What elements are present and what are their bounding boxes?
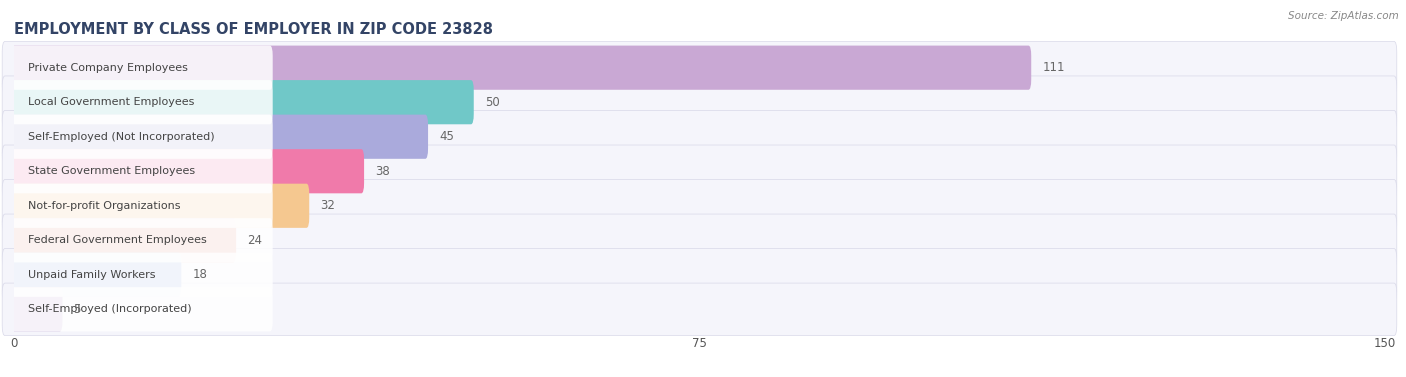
- Text: Local Government Employees: Local Government Employees: [28, 97, 194, 107]
- FancyBboxPatch shape: [3, 41, 1396, 94]
- FancyBboxPatch shape: [11, 115, 427, 159]
- FancyBboxPatch shape: [11, 149, 364, 193]
- Text: 38: 38: [375, 165, 389, 178]
- FancyBboxPatch shape: [3, 110, 1396, 163]
- Text: 24: 24: [247, 234, 262, 247]
- Text: 32: 32: [321, 199, 335, 212]
- Text: 18: 18: [193, 268, 207, 281]
- Text: EMPLOYMENT BY CLASS OF EMPLOYER IN ZIP CODE 23828: EMPLOYMENT BY CLASS OF EMPLOYER IN ZIP C…: [14, 22, 494, 37]
- FancyBboxPatch shape: [11, 253, 273, 297]
- Text: 5: 5: [73, 303, 80, 316]
- FancyBboxPatch shape: [11, 80, 474, 124]
- Text: 111: 111: [1042, 61, 1064, 74]
- FancyBboxPatch shape: [3, 76, 1396, 129]
- Text: Federal Government Employees: Federal Government Employees: [28, 235, 207, 245]
- FancyBboxPatch shape: [11, 80, 273, 124]
- Text: State Government Employees: State Government Employees: [28, 166, 195, 176]
- Text: Source: ZipAtlas.com: Source: ZipAtlas.com: [1288, 11, 1399, 21]
- FancyBboxPatch shape: [11, 287, 62, 331]
- Text: Not-for-profit Organizations: Not-for-profit Organizations: [28, 201, 180, 211]
- Text: Self-Employed (Incorporated): Self-Employed (Incorporated): [28, 304, 191, 314]
- FancyBboxPatch shape: [11, 218, 273, 262]
- Text: 50: 50: [485, 96, 499, 109]
- FancyBboxPatch shape: [11, 46, 273, 90]
- FancyBboxPatch shape: [11, 184, 273, 228]
- FancyBboxPatch shape: [11, 149, 273, 193]
- FancyBboxPatch shape: [3, 145, 1396, 198]
- FancyBboxPatch shape: [3, 179, 1396, 232]
- FancyBboxPatch shape: [11, 287, 273, 331]
- FancyBboxPatch shape: [3, 248, 1396, 301]
- FancyBboxPatch shape: [11, 46, 1031, 90]
- FancyBboxPatch shape: [3, 283, 1396, 336]
- FancyBboxPatch shape: [11, 218, 236, 262]
- Text: Unpaid Family Workers: Unpaid Family Workers: [28, 270, 155, 280]
- FancyBboxPatch shape: [11, 253, 181, 297]
- FancyBboxPatch shape: [3, 214, 1396, 267]
- Text: Private Company Employees: Private Company Employees: [28, 63, 187, 73]
- FancyBboxPatch shape: [11, 184, 309, 228]
- FancyBboxPatch shape: [11, 115, 273, 159]
- Text: Self-Employed (Not Incorporated): Self-Employed (Not Incorporated): [28, 132, 214, 142]
- Text: 45: 45: [439, 130, 454, 143]
